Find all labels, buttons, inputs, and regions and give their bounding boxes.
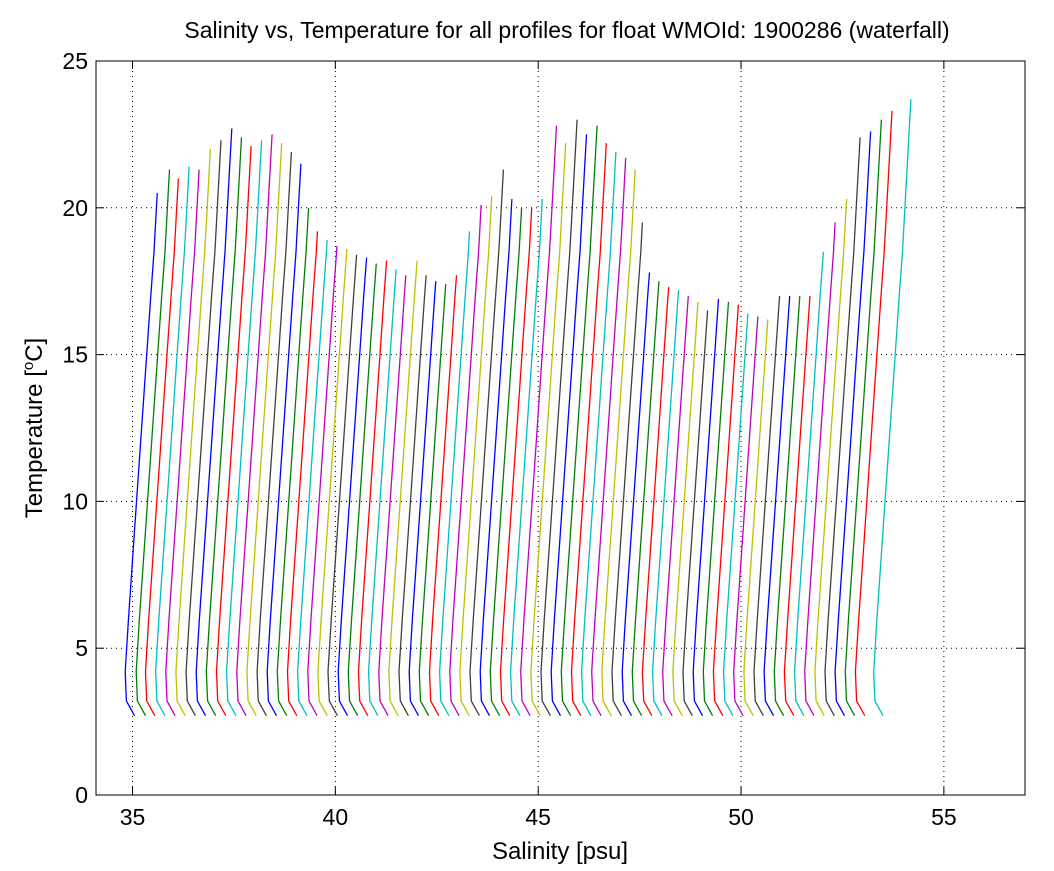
profile-line — [631, 281, 660, 717]
y-tick-label: 10 — [62, 488, 88, 514]
profile-line — [469, 169, 505, 717]
profile-line — [185, 140, 222, 717]
profile-line — [591, 157, 627, 717]
y-tick-label: 15 — [62, 342, 88, 368]
profile-line — [733, 316, 759, 717]
profile-line — [824, 137, 861, 717]
profile-line — [773, 295, 801, 717]
profile-line — [783, 295, 811, 717]
profile-line — [296, 240, 328, 717]
profile-line — [712, 304, 740, 717]
profile-line — [256, 151, 293, 717]
profile-line — [479, 198, 513, 717]
profile-line — [347, 263, 377, 717]
y-tick-label: 0 — [75, 782, 88, 808]
profile-line — [682, 310, 709, 717]
profile-line — [520, 125, 558, 717]
profile-line — [580, 151, 617, 717]
profile-line — [611, 222, 644, 717]
profile-line — [459, 196, 493, 717]
profile-line — [165, 169, 200, 717]
y-axis-label-end: C] — [21, 338, 48, 362]
profile-line — [388, 260, 418, 717]
profile-line — [195, 128, 233, 717]
profile-line — [499, 207, 533, 717]
profile-line — [692, 298, 720, 717]
axis-ticks: 35 40 45 50 55 0 5 10 15 20 25 — [62, 48, 1025, 830]
profile-line — [124, 193, 158, 717]
profile-line — [398, 275, 427, 717]
profile-line — [205, 137, 243, 717]
y-tick-label: 25 — [62, 48, 88, 74]
profile-line — [225, 140, 263, 717]
profile-line — [367, 269, 397, 717]
profile-line — [873, 99, 912, 717]
profile-line — [317, 248, 348, 717]
profile-line — [449, 204, 482, 717]
x-tick-label: 50 — [728, 804, 754, 830]
x-tick-label: 35 — [120, 804, 146, 830]
profile-line — [357, 260, 388, 717]
profile-line — [621, 272, 651, 717]
profile-line — [743, 319, 769, 717]
profile-line — [337, 257, 368, 717]
profile-line — [246, 143, 283, 717]
profile-line — [753, 295, 781, 717]
profile-line — [327, 254, 358, 717]
y-tick-label: 5 — [75, 635, 88, 661]
x-axis-label: Salinity [psu] — [492, 838, 628, 865]
profile-line — [135, 169, 171, 717]
profile-line — [276, 207, 310, 717]
profile-line — [408, 281, 437, 717]
profile-line — [844, 119, 883, 717]
profile-line — [215, 146, 252, 717]
profile-line — [722, 313, 749, 717]
profile-line — [438, 231, 471, 717]
profile-line — [804, 222, 836, 717]
y-axis-label: Temperature [oC] — [20, 338, 48, 518]
profile-line — [509, 198, 543, 717]
profile-line — [307, 245, 338, 717]
profile-line — [854, 110, 893, 717]
profile-line — [550, 134, 588, 717]
profile-line — [834, 131, 872, 717]
profile-line — [763, 295, 791, 717]
profile-line — [378, 275, 407, 717]
profile-line — [814, 198, 848, 717]
profile-line — [530, 143, 567, 717]
profile-line — [418, 284, 447, 717]
profile-line — [428, 275, 458, 717]
profile-series — [124, 99, 912, 717]
y-tick-label: 20 — [62, 195, 88, 221]
profile-line — [641, 287, 670, 717]
profile-line — [236, 134, 273, 717]
profile-line — [489, 207, 523, 717]
profile-line — [154, 166, 190, 717]
plot-frame — [95, 60, 1026, 796]
profile-line — [266, 163, 302, 717]
y-axis-label-main: Temperature [ — [21, 370, 48, 518]
profile-line — [560, 125, 598, 717]
chart-title: Salinity vs, Temperature for all profile… — [184, 17, 949, 43]
y-axis-label-superscript: o — [20, 362, 37, 370]
profile-line — [793, 251, 825, 717]
profile-line — [702, 301, 730, 717]
profile-line — [651, 289, 680, 717]
profile-line — [570, 143, 607, 717]
profile-line — [540, 119, 578, 717]
x-tick-label: 55 — [931, 804, 957, 830]
profile-line — [144, 178, 180, 717]
plot-area — [96, 61, 1025, 795]
x-tick-label: 45 — [525, 804, 551, 830]
profile-line — [662, 295, 689, 717]
profile-line — [601, 169, 636, 717]
x-tick-label: 40 — [323, 804, 349, 830]
profile-line — [672, 301, 699, 717]
profile-line — [175, 149, 212, 717]
profile-line — [286, 231, 319, 717]
